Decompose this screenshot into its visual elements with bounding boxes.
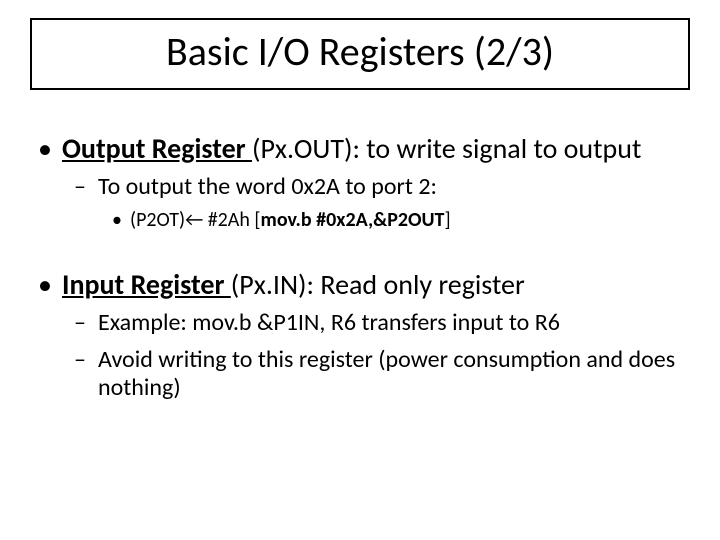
bullet-output-register: Output Register (Px.OUT): to write signa… bbox=[36, 132, 686, 165]
bullet-input-avoid: Avoid writing to this register (power co… bbox=[36, 346, 686, 404]
bullet-rest-text: (Px.IN): Read only register bbox=[231, 267, 525, 302]
title-box: Basic I/O Registers (2/3) bbox=[30, 18, 690, 90]
slide-title: Basic I/O Registers (2/3) bbox=[32, 30, 688, 74]
slide-content: Output Register (Px.OUT): to write signa… bbox=[36, 120, 686, 403]
bullet-output-example-code: (P2OT)← #2Ah [mov.b #0x2A,&P2OUT] bbox=[36, 208, 686, 232]
bullet-output-example-intro: To output the word 0x2A to port 2: bbox=[36, 173, 686, 202]
arrow-left-icon: ← bbox=[185, 208, 203, 232]
bracket-close: ] bbox=[444, 208, 450, 232]
bullet-strong-text: Input Register bbox=[62, 267, 231, 302]
code-bold: mov.b #0x2A,&P2OUT bbox=[261, 208, 445, 232]
bullet-strong-text: Output Register bbox=[62, 131, 252, 166]
bullet-rest-text: (Px.OUT): to write signal to output bbox=[252, 131, 641, 166]
code-mid: #2Ah bbox=[203, 208, 254, 232]
bullet-input-example: Example: mov.b &P1IN, R6 transfers input… bbox=[36, 309, 686, 338]
slide: Basic I/O Registers (2/3) Output Registe… bbox=[0, 0, 720, 540]
code-left: (P2OT) bbox=[130, 208, 185, 232]
bullet-input-register: Input Register (Px.IN): Read only regist… bbox=[36, 268, 686, 301]
